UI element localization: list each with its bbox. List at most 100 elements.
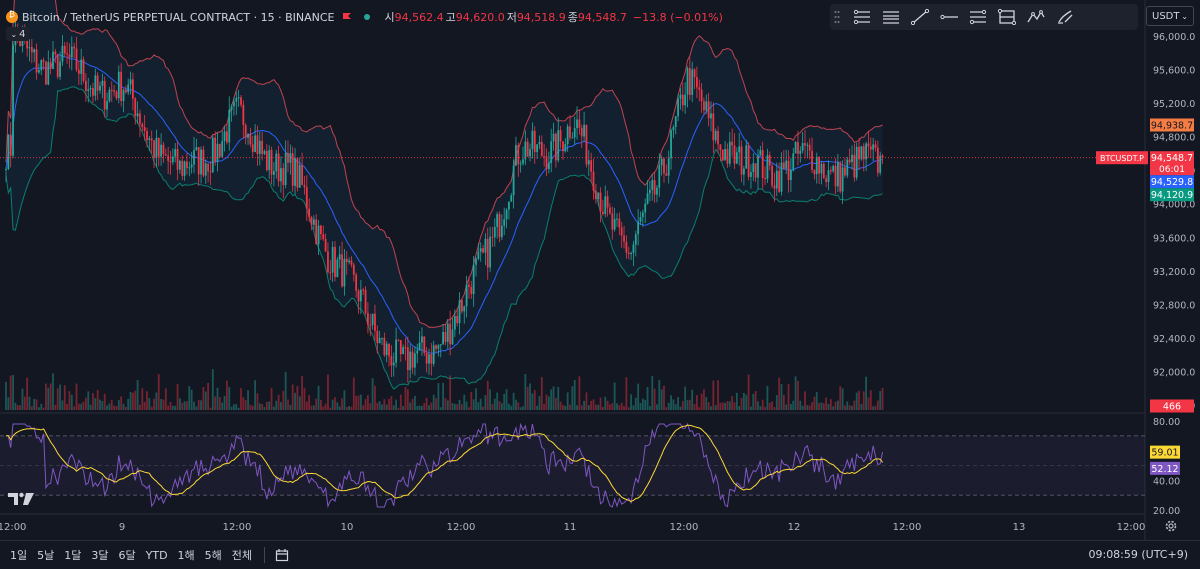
candle-body [536, 144, 538, 152]
tradingview-logo-icon[interactable] [8, 492, 34, 506]
candle-body [562, 141, 564, 152]
volume-bar [564, 405, 567, 410]
candle-body [251, 144, 254, 152]
parallel-channel-tool-button[interactable] [879, 6, 903, 28]
range-button-6m[interactable]: 6달 [118, 549, 136, 562]
volume-bar [312, 405, 315, 410]
volume-bar [754, 391, 757, 410]
volume-bar [874, 405, 877, 410]
candle-body [792, 153, 795, 170]
elliott-wave-tool-button[interactable] [1024, 6, 1048, 28]
time-axis[interactable]: 12:00 9 12:00 10 12:00 11 12:00 12 12:00 13 12:00 [0, 522, 1145, 533]
volume-bar [207, 382, 209, 410]
volume-bar [425, 397, 428, 410]
candle-body [442, 332, 444, 345]
range-button-5d[interactable]: 5날 [37, 549, 55, 562]
time-tick-label: 9 [119, 522, 125, 533]
volume-bar [392, 405, 395, 410]
candle-body [646, 193, 649, 204]
volume-bar [85, 397, 87, 410]
candle-body [630, 252, 632, 255]
volume-bar [752, 393, 755, 410]
candle-body [82, 59, 85, 81]
symbol-title[interactable]: Bitcoin / TetherUS PERPETUAL CONTRACT · … [22, 10, 335, 24]
grip-icon[interactable] [834, 10, 840, 24]
candle-body [233, 101, 235, 107]
candle-body [120, 71, 123, 102]
trend-line-tool-button[interactable] [908, 6, 932, 28]
candle-body [136, 113, 139, 117]
candle-body [155, 137, 158, 159]
pitchfork-tool-button[interactable] [850, 6, 874, 28]
candle-body [45, 61, 47, 85]
range-button-all[interactable]: 전체 [231, 549, 253, 562]
volume-bar [515, 399, 517, 410]
candle-body [663, 158, 665, 174]
candle-body [627, 252, 630, 255]
time-tick-label: 12:00 [447, 522, 476, 533]
volume-bar [148, 397, 151, 410]
candle-body [153, 140, 155, 159]
volume-bar [310, 405, 313, 410]
volume-bar [714, 405, 717, 410]
regression-channel-tool-button[interactable] [995, 6, 1019, 28]
volume-bar [160, 398, 162, 410]
candle-body [453, 316, 456, 330]
volume-bar [357, 395, 360, 410]
gear-icon[interactable] [1164, 519, 1178, 533]
candle-body [625, 241, 628, 253]
currency-select[interactable]: USDT ⌄ [1146, 6, 1194, 26]
candle-body [190, 164, 193, 168]
volume-bar [315, 398, 318, 410]
candle-body [740, 146, 743, 175]
volume-bar [188, 386, 191, 410]
volume-bar [141, 388, 144, 410]
candle-body [348, 260, 350, 263]
range-button-5y[interactable]: 5해 [204, 549, 222, 562]
volume-bar [96, 389, 99, 410]
candle-body [42, 60, 45, 62]
candle-body [681, 94, 684, 106]
clock-timezone[interactable]: 09:08:59 (UTC+9) [1088, 548, 1188, 561]
candle-body [19, 36, 21, 47]
drawing-toolbar[interactable] [830, 4, 1138, 30]
volume-bar [136, 380, 139, 410]
volume-bar [707, 402, 710, 410]
candle-body [38, 70, 40, 73]
range-button-1m[interactable]: 1달 [64, 549, 82, 562]
fib-retracement-tool-button[interactable] [966, 6, 990, 28]
candle-body [639, 217, 642, 222]
range-button-1y[interactable]: 1해 [177, 549, 195, 562]
calendar-range-icon[interactable] [275, 548, 289, 562]
candle-body [204, 163, 207, 176]
candle-body [837, 162, 839, 187]
range-button-ytd[interactable]: YTD [145, 548, 168, 562]
candle-body [12, 45, 14, 156]
volume-bar [524, 374, 527, 410]
volume-bar [787, 384, 790, 410]
candlesticks [5, 21, 884, 383]
symbol-legend[interactable]: Bitcoin / TetherUS PERPETUAL CONTRACT · … [6, 8, 725, 26]
range-button-1d[interactable]: 1일 [10, 549, 28, 562]
candle-body [414, 353, 416, 368]
volume-bar [190, 389, 193, 410]
candle-body [489, 236, 491, 268]
candle-body [59, 61, 61, 77]
candle-body [66, 53, 68, 55]
volume-bar [794, 376, 797, 410]
volume-bar [404, 387, 407, 410]
flag-icon[interactable] [342, 12, 352, 22]
volume-bar [764, 406, 766, 410]
indicator-toggle-button[interactable]: ⌄ 4 [6, 27, 30, 41]
brush-tool-button[interactable] [1053, 6, 1077, 28]
price-tick-label: 94,000.0 [1153, 200, 1195, 211]
candle-body [305, 187, 308, 209]
volume-bar [68, 391, 71, 410]
candle-body [515, 145, 517, 166]
range-button-3m[interactable]: 3달 [91, 549, 109, 562]
candle-body [169, 160, 172, 163]
volume-bar [254, 380, 256, 410]
candle-body [296, 158, 299, 188]
horizontal-ray-tool-button[interactable] [937, 6, 961, 28]
